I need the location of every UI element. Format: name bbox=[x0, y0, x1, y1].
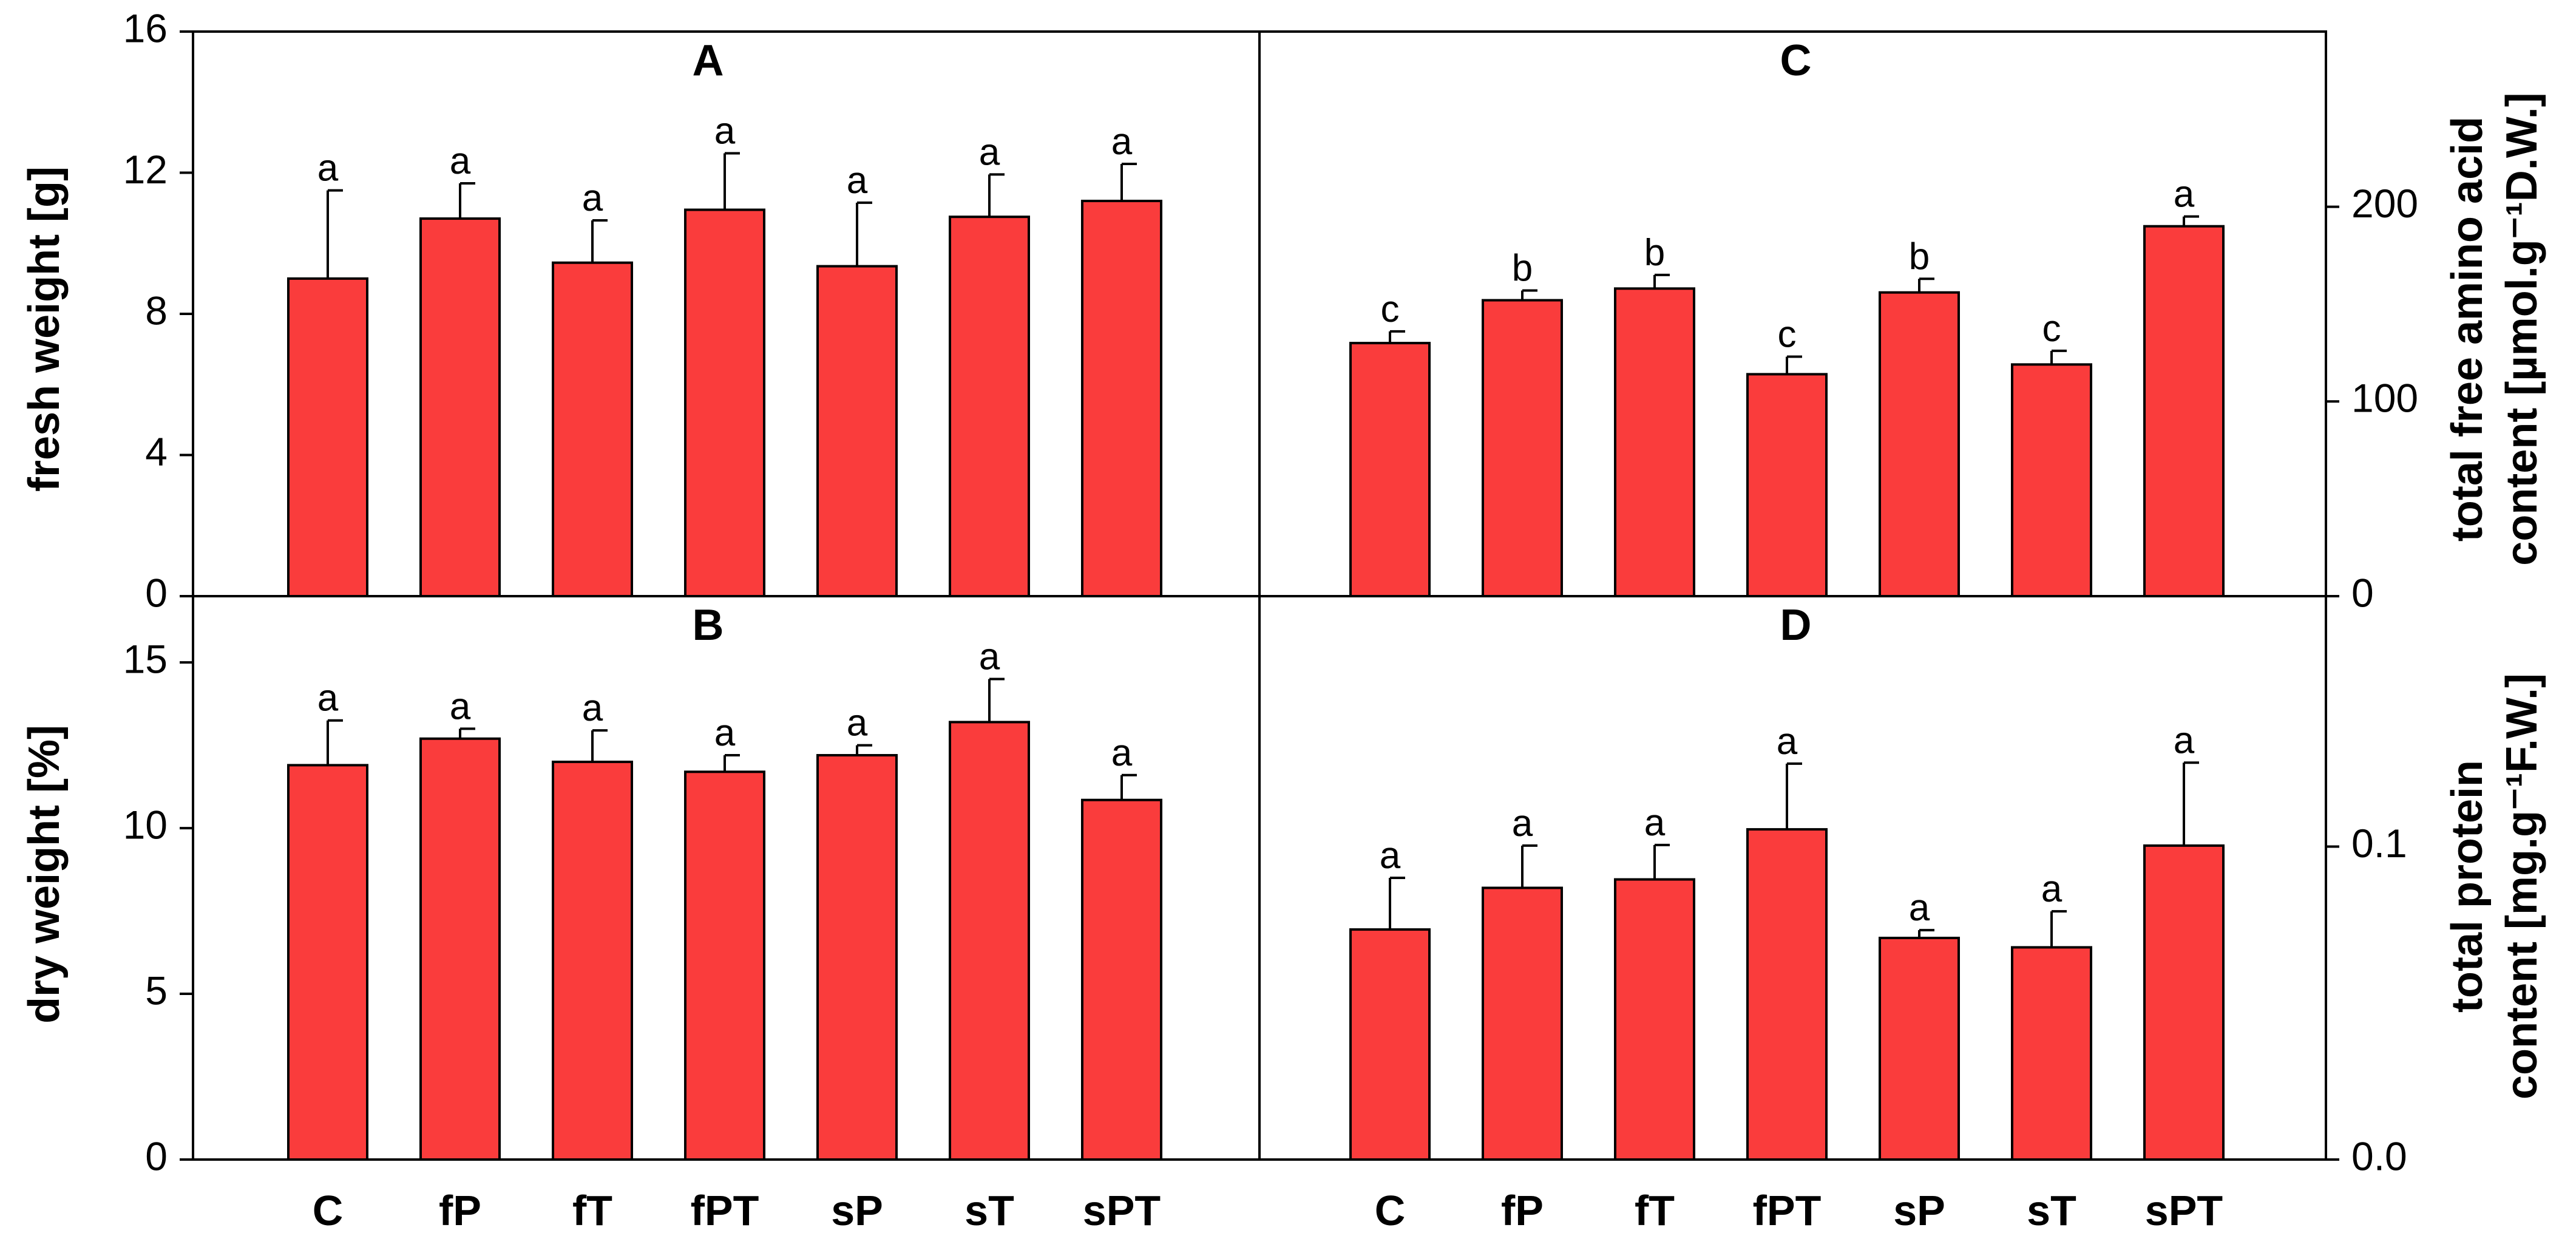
panel-c-title: C bbox=[1780, 36, 1812, 85]
panel-c-significance-label: b bbox=[1512, 248, 1533, 290]
panel-a-y-tick-label: 8 bbox=[145, 288, 168, 333]
panel-d-y-tick-label: 0.0 bbox=[2351, 1133, 2407, 1178]
panel-c-bar-sPT bbox=[2143, 225, 2225, 598]
panel-b-bar-C bbox=[287, 764, 368, 1161]
panel-b-bar-sPT bbox=[1081, 798, 1162, 1161]
panel-b-significance-label: a bbox=[450, 685, 471, 727]
panel-c-bar-sP bbox=[1879, 291, 1960, 597]
panel-a-y-tick-label: 4 bbox=[145, 429, 168, 474]
panel-b-bar-sP bbox=[816, 754, 898, 1161]
panel-a-bar-C bbox=[287, 277, 368, 597]
panel-c-y-tick-label: 0 bbox=[2351, 570, 2374, 615]
panel-d-bar-fP bbox=[1482, 886, 1563, 1161]
panel-d-y-tick-label: 0.1 bbox=[2351, 821, 2407, 866]
panel-a-bar-fPT bbox=[684, 208, 765, 597]
panel-d-significance-label: a bbox=[1644, 802, 1666, 844]
panel-b-x-tick-label: sP bbox=[831, 1187, 883, 1234]
panel-b-y-tick-label: 5 bbox=[145, 968, 168, 1013]
panel-b-bar-fP bbox=[419, 737, 501, 1161]
panel-d-title: D bbox=[1780, 601, 1812, 650]
panel-a-significance-label: a bbox=[1111, 121, 1133, 163]
panel-b-x-tick-label: fP bbox=[439, 1187, 481, 1234]
panel-c-bar-C bbox=[1349, 342, 1431, 597]
panel-a-bar-fT bbox=[552, 261, 633, 597]
panel-d-significance-label: a bbox=[1909, 887, 1930, 929]
panel-a-bar-sP bbox=[816, 265, 898, 597]
panel-a-bar-fP bbox=[419, 217, 501, 597]
panel-b-x-tick-label: sT bbox=[964, 1187, 1014, 1234]
panel-d-x-tick-label: fP bbox=[1501, 1187, 1544, 1234]
panel-b-significance-label: a bbox=[979, 636, 1000, 678]
panel-b-bar-fT bbox=[552, 760, 633, 1161]
panel-d-bar-C bbox=[1349, 928, 1431, 1161]
panel-d-significance-label: a bbox=[1380, 835, 1401, 877]
panel-c-bar-fT bbox=[1614, 287, 1695, 597]
panel-a-significance-label: a bbox=[582, 177, 603, 219]
panel-d-x-tick-label: sPT bbox=[2145, 1187, 2223, 1234]
panel-b-bar-fPT bbox=[684, 770, 765, 1161]
panel-a-significance-label: a bbox=[979, 131, 1000, 173]
panel-c-significance-label: c bbox=[1381, 288, 1400, 330]
panel-d-bar-sPT bbox=[2143, 844, 2225, 1161]
panel-d-x-tick-label: fPT bbox=[1753, 1187, 1822, 1234]
panel-a-y-tick-label: 16 bbox=[123, 5, 168, 50]
panel-d-significance-label: a bbox=[1512, 803, 1533, 844]
panel-c-significance-label: a bbox=[2174, 174, 2195, 216]
panel-b-y-tick-label: 15 bbox=[123, 637, 168, 682]
panel-a-y-tick-label: 12 bbox=[123, 147, 168, 192]
panel-b-y-axis-title: dry weight [%] bbox=[20, 725, 69, 1024]
panel-d-y-axis-title-line1: total protein bbox=[2443, 760, 2492, 1013]
panel-c-significance-label: b bbox=[1644, 232, 1665, 274]
panel-d-x-tick-label: fT bbox=[1635, 1187, 1675, 1234]
panel-c-y-tick-label: 200 bbox=[2351, 181, 2418, 226]
panel-b-significance-label: a bbox=[847, 702, 868, 744]
panel-d-significance-label: a bbox=[2174, 719, 2195, 761]
panel-b-x-tick-label: C bbox=[313, 1187, 344, 1234]
panel-a-bar-sT bbox=[949, 216, 1030, 597]
panel-b-title: B bbox=[693, 601, 724, 650]
panel-a-significance-label: a bbox=[450, 140, 471, 182]
panel-d-significance-label: a bbox=[1777, 721, 1798, 763]
panel-c-bar-fP bbox=[1482, 299, 1563, 597]
panel-d-x-tick-label: sT bbox=[2027, 1187, 2076, 1234]
panel-d-bar-fPT bbox=[1746, 828, 1828, 1161]
panel-b-x-tick-label: fT bbox=[572, 1187, 612, 1234]
panel-b-y-tick-label: 0 bbox=[145, 1133, 168, 1178]
panel-a-y-axis-title: fresh weight [g] bbox=[20, 166, 69, 492]
panel-d-significance-label: a bbox=[2041, 868, 2062, 910]
panel-c-bar-sT bbox=[2011, 363, 2092, 598]
panel-d-bar-sT bbox=[2011, 946, 2092, 1161]
panel-d-x-tick-label: C bbox=[1375, 1187, 1406, 1234]
panel-b-bar-sT bbox=[949, 721, 1030, 1161]
panel-c-bar-fPT bbox=[1746, 373, 1828, 598]
panel-b-significance-label: a bbox=[317, 678, 339, 719]
panel-c-significance-label: c bbox=[1778, 314, 1797, 356]
panel-a-significance-label: a bbox=[714, 110, 736, 152]
panel-b-x-tick-label: fPT bbox=[691, 1187, 759, 1234]
panel-d-x-tick-label: sP bbox=[1893, 1187, 1945, 1234]
panel-a-significance-label: a bbox=[847, 160, 868, 202]
panel-a-title: A bbox=[693, 36, 724, 85]
panel-b-significance-label: a bbox=[582, 687, 603, 729]
panel-b-x-tick-label: sPT bbox=[1083, 1187, 1161, 1234]
panel-c-y-axis-title-line1: total free amino acid bbox=[2443, 117, 2492, 542]
panel-c-y-axis-title-line2: content [µmol.g⁻¹D.W.] bbox=[2498, 92, 2546, 565]
panel-a-y-tick-label: 0 bbox=[145, 570, 168, 615]
panel-d-y-axis-title-line2: content [mg.g⁻¹F.W.] bbox=[2498, 673, 2546, 1099]
panel-c-significance-label: b bbox=[1909, 236, 1930, 277]
panel-c-significance-label: c bbox=[2042, 308, 2061, 350]
panel-a-bar-sPT bbox=[1081, 200, 1162, 597]
panel-b-y-tick-label: 10 bbox=[123, 803, 168, 847]
panel-c-y-tick-label: 100 bbox=[2351, 376, 2418, 421]
panel-b-significance-label: a bbox=[714, 712, 736, 754]
panel-a-significance-label: a bbox=[317, 148, 339, 189]
panel-d-bar-sP bbox=[1879, 936, 1960, 1161]
panel-b-significance-label: a bbox=[1111, 732, 1133, 774]
panel-d-bar-fT bbox=[1614, 878, 1695, 1161]
